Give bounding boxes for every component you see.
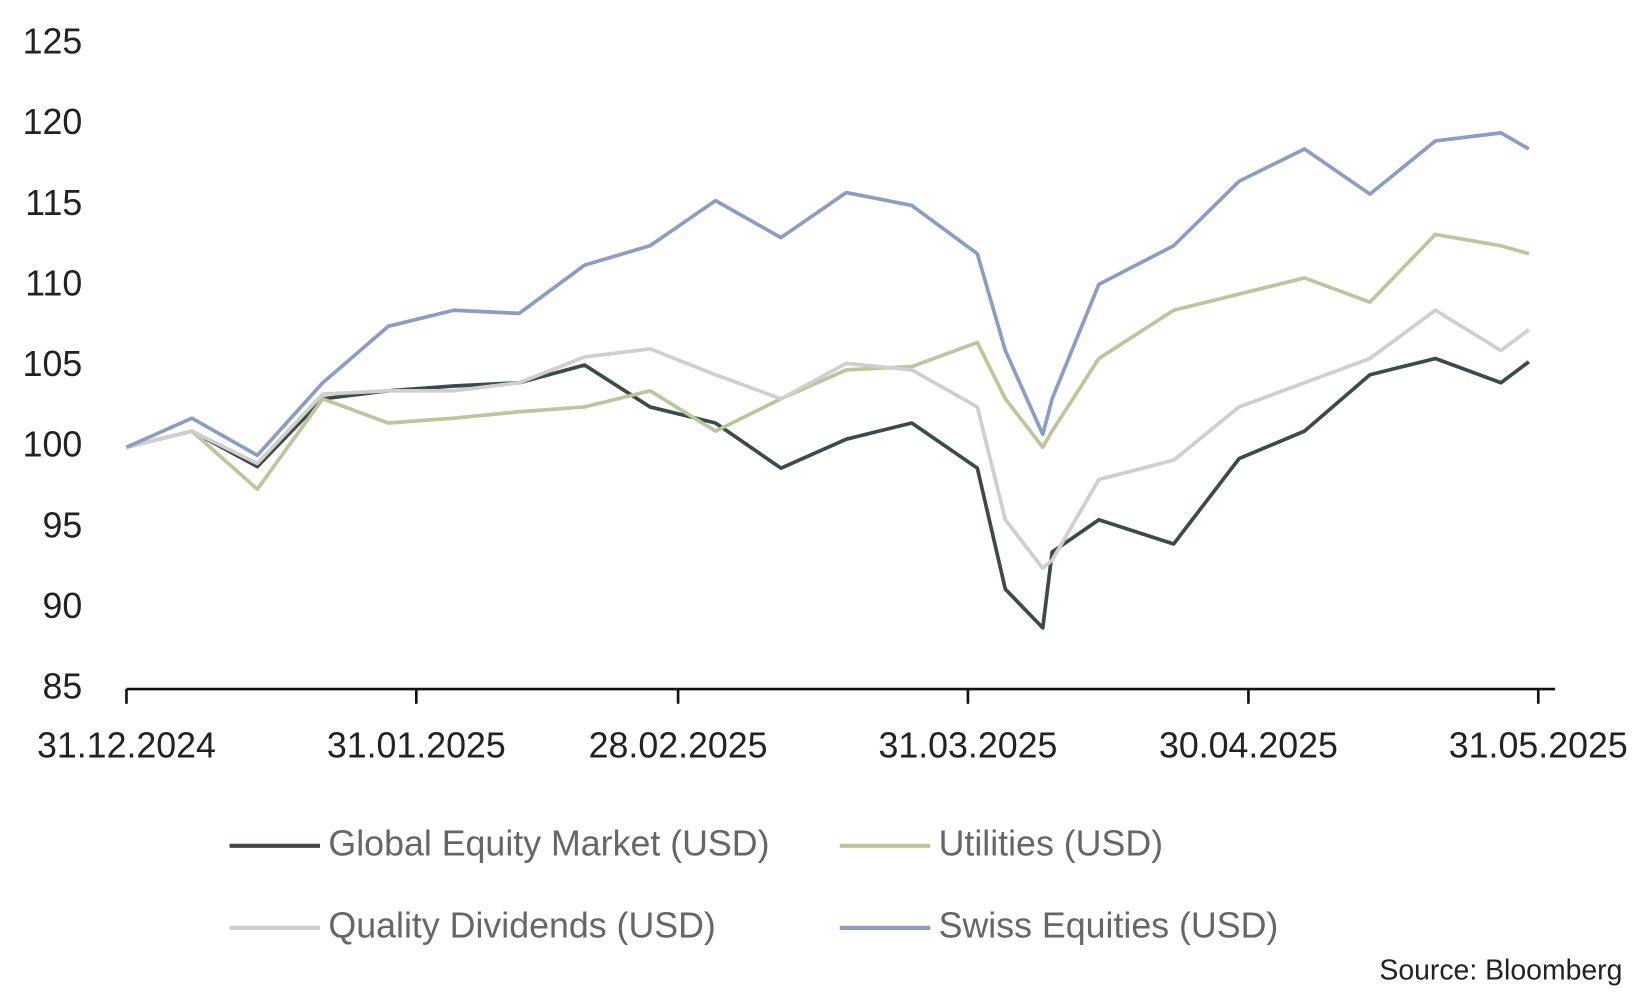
series-line — [126, 308, 1531, 571]
legend-label: Swiss Equities (USD) — [939, 905, 1279, 945]
x-tick-label: 31.12.2024 — [37, 725, 216, 765]
y-tick-label: 110 — [25, 263, 82, 303]
y-tick-label: 85 — [43, 667, 83, 707]
x-tick-label: 28.02.2025 — [589, 725, 768, 765]
y-tick-label: 100 — [23, 425, 83, 465]
y-tick-label: 115 — [25, 183, 82, 223]
x-tick-label: 30.04.2025 — [1159, 725, 1338, 765]
y-tick-label: 105 — [23, 344, 83, 384]
legend-label: Utilities (USD) — [939, 823, 1163, 863]
x-tick-label: 31.01.2025 — [327, 725, 506, 765]
y-tick-label: 95 — [43, 505, 83, 545]
series-line — [125, 131, 1530, 458]
x-tick-label: 31.05.2025 — [1449, 725, 1628, 765]
series-line — [126, 356, 1531, 630]
source-note: Source: Bloomberg — [1379, 955, 1622, 987]
legend-label: Quality Dividends (USD) — [328, 905, 715, 945]
series-line — [126, 232, 1530, 492]
y-tick-label: 125 — [23, 22, 83, 62]
y-tick-label: 120 — [23, 102, 83, 142]
y-tick-label: 90 — [43, 586, 83, 626]
x-tick-label: 31.03.2025 — [878, 725, 1057, 765]
legend-label: Global Equity Market (USD) — [328, 823, 769, 863]
